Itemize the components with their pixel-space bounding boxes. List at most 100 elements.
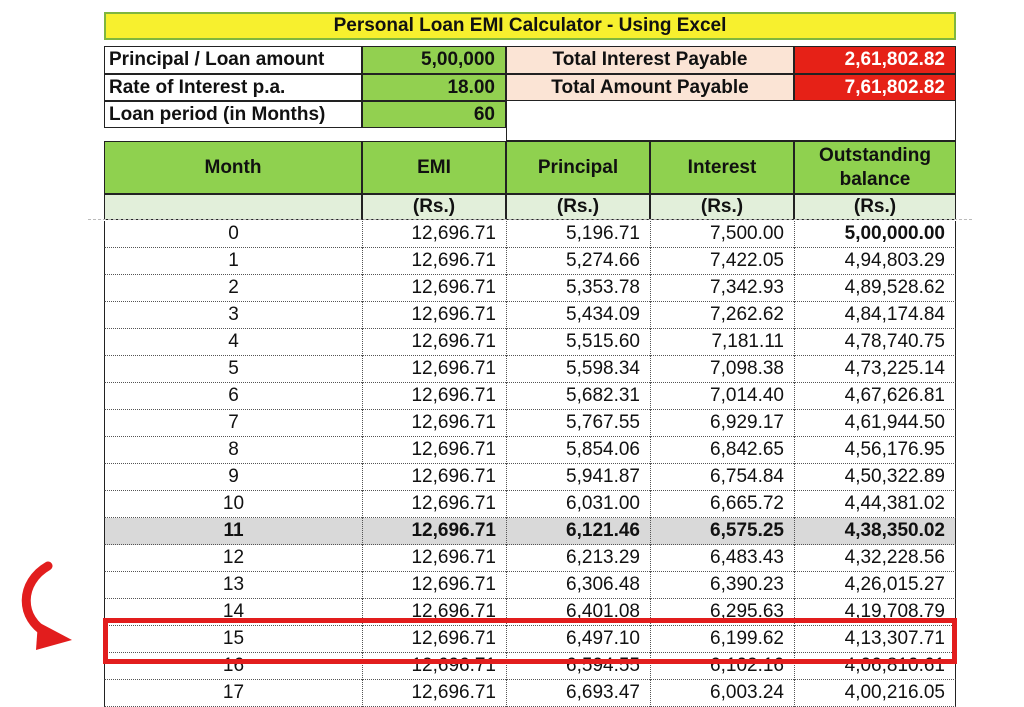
cell-emi[interactable]: 12,696.71 [362, 275, 506, 302]
cell-month[interactable]: 5 [104, 356, 362, 383]
cell-month[interactable]: 3 [104, 302, 362, 329]
cell-balance[interactable]: 4,19,708.79 [794, 599, 956, 626]
cell-month[interactable]: 8 [104, 437, 362, 464]
cell-balance[interactable]: 4,56,176.95 [794, 437, 956, 464]
header-principal: Principal [506, 141, 650, 194]
cell-emi[interactable]: 12,696.71 [362, 410, 506, 437]
cell-emi[interactable]: 12,696.71 [362, 599, 506, 626]
cell-interest[interactable]: 7,500.00 [650, 221, 794, 248]
table-row: 15 12,696.71 6,497.10 6,199.62 4,13,307.71 [104, 626, 956, 653]
cell-interest[interactable]: 7,262.62 [650, 302, 794, 329]
cell-principal[interactable]: 6,121.46 [506, 518, 650, 545]
cell-balance[interactable]: 4,61,944.50 [794, 410, 956, 437]
cell-emi[interactable]: 12,696.71 [362, 383, 506, 410]
cell-month[interactable]: 6 [104, 383, 362, 410]
cell-principal[interactable]: 5,941.87 [506, 464, 650, 491]
cell-month[interactable]: 14 [104, 599, 362, 626]
cell-interest[interactable]: 6,199.62 [650, 626, 794, 653]
cell-principal[interactable]: 6,693.47 [506, 680, 650, 707]
cell-month[interactable]: 4 [104, 329, 362, 356]
cell-month[interactable]: 0 [104, 221, 362, 248]
cell-emi[interactable]: 12,696.71 [362, 221, 506, 248]
cell-interest[interactable]: 6,929.17 [650, 410, 794, 437]
table-row: 3 12,696.71 5,434.09 7,262.62 4,84,174.84 [104, 302, 956, 329]
cell-principal[interactable]: 6,031.00 [506, 491, 650, 518]
cell-balance[interactable]: 4,89,528.62 [794, 275, 956, 302]
cell-principal[interactable]: 5,854.06 [506, 437, 650, 464]
cell-emi[interactable]: 12,696.71 [362, 248, 506, 275]
cell-emi[interactable]: 12,696.71 [362, 356, 506, 383]
cell-balance[interactable]: 5,00,000.00 [794, 221, 956, 248]
cell-balance[interactable]: 4,78,740.75 [794, 329, 956, 356]
table-row: 11 12,696.71 6,121.46 6,575.25 4,38,350.02 [104, 518, 956, 545]
cell-emi[interactable]: 12,696.71 [362, 680, 506, 707]
cell-principal[interactable]: 6,497.10 [506, 626, 650, 653]
cell-emi[interactable]: 12,696.71 [362, 302, 506, 329]
cell-balance[interactable]: 4,32,228.56 [794, 545, 956, 572]
cell-month[interactable]: 2 [104, 275, 362, 302]
table-row: 10 12,696.71 6,031.00 6,665.72 4,44,381.02 [104, 491, 956, 518]
unit-interest: (Rs.) [650, 194, 794, 220]
cell-month[interactable]: 9 [104, 464, 362, 491]
cell-month[interactable]: 10 [104, 491, 362, 518]
cell-principal[interactable]: 5,767.55 [506, 410, 650, 437]
cell-interest[interactable]: 7,422.05 [650, 248, 794, 275]
cell-balance[interactable]: 4,94,803.29 [794, 248, 956, 275]
cell-principal[interactable]: 5,682.31 [506, 383, 650, 410]
cell-interest[interactable]: 7,342.93 [650, 275, 794, 302]
cell-emi[interactable]: 12,696.71 [362, 572, 506, 599]
cell-emi[interactable]: 12,696.71 [362, 491, 506, 518]
cell-balance[interactable]: 4,44,381.02 [794, 491, 956, 518]
cell-balance[interactable]: 4,50,322.89 [794, 464, 956, 491]
cell-principal[interactable]: 5,274.66 [506, 248, 650, 275]
cell-balance[interactable]: 4,84,174.84 [794, 302, 956, 329]
cell-principal[interactable]: 5,434.09 [506, 302, 650, 329]
cell-emi[interactable]: 12,696.71 [362, 464, 506, 491]
cell-interest[interactable]: 7,181.11 [650, 329, 794, 356]
cell-interest[interactable]: 6,575.25 [650, 518, 794, 545]
table-row: 0 12,696.71 5,196.71 7,500.00 5,00,000.00 [104, 221, 956, 248]
table-row: 6 12,696.71 5,682.31 7,014.40 4,67,626.81 [104, 383, 956, 410]
rate-value-cell[interactable]: 18.00 [362, 74, 506, 101]
cell-balance[interactable]: 4,38,350.02 [794, 518, 956, 545]
period-value-cell[interactable]: 60 [362, 101, 506, 128]
cell-month[interactable]: 1 [104, 248, 362, 275]
cell-principal[interactable]: 5,353.78 [506, 275, 650, 302]
cell-principal[interactable]: 6,213.29 [506, 545, 650, 572]
cell-balance[interactable]: 4,00,216.05 [794, 680, 956, 707]
cell-principal[interactable]: 6,401.08 [506, 599, 650, 626]
cell-interest[interactable]: 7,098.38 [650, 356, 794, 383]
unit-outstanding: (Rs.) [794, 194, 956, 220]
cell-principal[interactable]: 5,515.60 [506, 329, 650, 356]
cell-interest[interactable]: 6,754.84 [650, 464, 794, 491]
cell-interest[interactable]: 6,295.63 [650, 599, 794, 626]
cell-interest[interactable]: 7,014.40 [650, 383, 794, 410]
cell-emi[interactable]: 12,696.71 [362, 626, 506, 653]
cell-principal[interactable]: 6,306.48 [506, 572, 650, 599]
principal-label: Principal / Loan amount [104, 46, 362, 74]
cell-month[interactable]: 12 [104, 545, 362, 572]
divider [88, 219, 972, 220]
cell-month[interactable]: 7 [104, 410, 362, 437]
cell-interest[interactable]: 6,483.43 [650, 545, 794, 572]
cell-balance[interactable]: 4,73,225.14 [794, 356, 956, 383]
cell-emi[interactable]: 12,696.71 [362, 437, 506, 464]
cell-balance[interactable]: 4,67,626.81 [794, 383, 956, 410]
cell-principal[interactable]: 5,598.34 [506, 356, 650, 383]
cell-interest[interactable]: 6,003.24 [650, 680, 794, 707]
cell-month[interactable]: 11 [104, 518, 362, 545]
cell-interest[interactable]: 6,842.65 [650, 437, 794, 464]
cell-emi[interactable]: 12,696.71 [362, 329, 506, 356]
cell-balance[interactable]: 4,26,015.27 [794, 572, 956, 599]
unit-month [104, 194, 362, 220]
cell-interest[interactable]: 6,665.72 [650, 491, 794, 518]
cell-emi[interactable]: 12,696.71 [362, 518, 506, 545]
principal-value-cell[interactable]: 5,00,000 [362, 46, 506, 74]
cell-emi[interactable]: 12,696.71 [362, 545, 506, 572]
table-row: 8 12,696.71 5,854.06 6,842.65 4,56,176.95 [104, 437, 956, 464]
cell-month[interactable]: 13 [104, 572, 362, 599]
cell-principal[interactable]: 5,196.71 [506, 221, 650, 248]
cell-interest[interactable]: 6,390.23 [650, 572, 794, 599]
cell-month[interactable]: 17 [104, 680, 362, 707]
